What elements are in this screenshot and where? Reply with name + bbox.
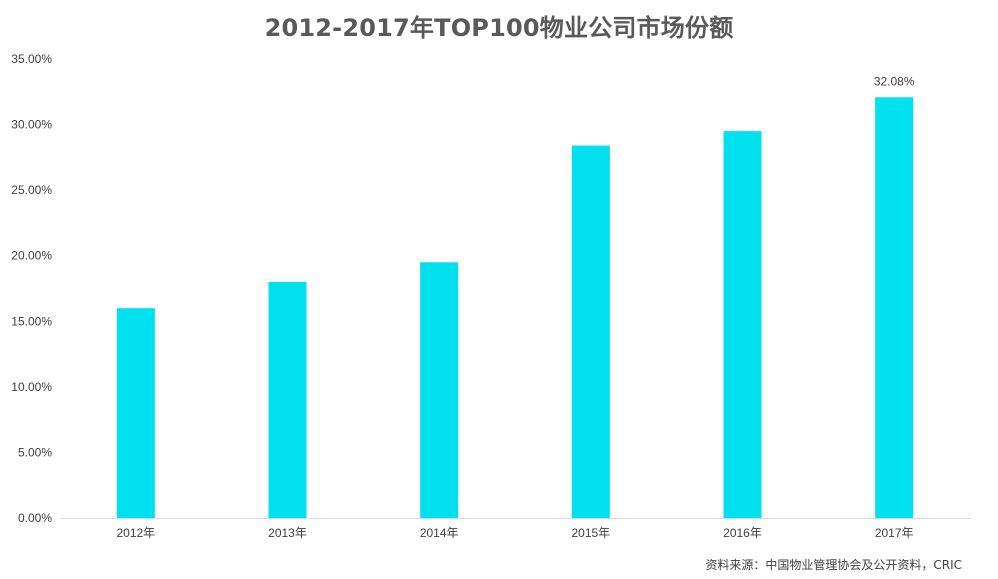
y-tick-label: 0.00%	[18, 511, 52, 525]
data-label: 32.08%	[874, 74, 915, 88]
y-tick-label: 15.00%	[11, 314, 52, 328]
data-labels: 32.08%	[874, 74, 915, 88]
bar-2015年	[571, 145, 610, 518]
bar-2014年	[420, 262, 459, 518]
x-tick-label: 2016年	[723, 526, 762, 540]
y-axis: 0.00% 5.00% 10.00% 15.00% 20.00% 25.00% 30.00%…	[11, 52, 52, 525]
y-tick-label: 10.00%	[11, 380, 52, 394]
x-tick-label: 2015年	[571, 526, 610, 540]
x-tick-label: 2013年	[268, 526, 307, 540]
bar-2013年	[268, 281, 307, 518]
x-tick-label: 2012年	[116, 526, 155, 540]
y-tick-label: 30.00%	[11, 118, 52, 132]
bar-2012年	[116, 308, 155, 518]
chart-title: 2012-2017年TOP100物业公司市场份额	[264, 14, 734, 42]
y-tick-label: 5.00%	[18, 445, 52, 459]
source-note: 资料来源：中国物业管理协会及公开资料，CRIC	[705, 558, 962, 572]
bar-2016年	[723, 131, 762, 518]
x-tick-label: 2017年	[875, 526, 914, 540]
bars	[116, 97, 914, 519]
y-tick-label: 25.00%	[11, 183, 52, 197]
bar-2017年	[875, 97, 914, 519]
x-tick-label: 2014年	[420, 526, 459, 540]
y-tick-label: 35.00%	[11, 52, 52, 66]
y-tick-label: 20.00%	[11, 249, 52, 263]
x-axis: 2012年 2013年 2014年 2015年 2016年 2017年	[60, 518, 970, 540]
